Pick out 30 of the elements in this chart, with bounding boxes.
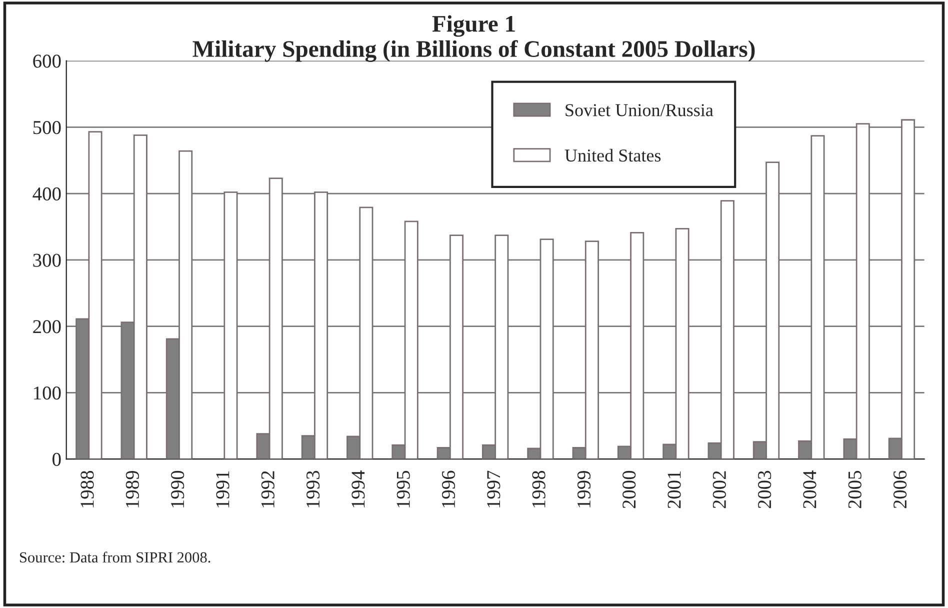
x-tick-label: 1993 xyxy=(306,470,320,508)
y-tick-label: 400 xyxy=(32,187,61,200)
x-tick-label: 1992 xyxy=(261,471,274,508)
x-tick-label: 1989 xyxy=(126,470,139,508)
chart-title: Figure 1 Military Spending (in Billions of Constant 2005 Dollars) xyxy=(192,15,755,62)
x-tick-label: 2004 xyxy=(803,470,816,508)
x-tick-label: 1996 xyxy=(442,470,456,508)
x-tick-label: 1988 xyxy=(80,470,94,508)
y-tick-label: 500 xyxy=(33,120,61,134)
y-tick-label: 300 xyxy=(33,254,61,267)
x-tick-label: 2001 xyxy=(668,471,681,508)
x-tick-label: 1999 xyxy=(577,470,591,508)
legend-label: Soviet Union/Russia xyxy=(566,104,714,116)
x-tick-label: 1994 xyxy=(352,470,365,508)
y-tick-label: 600 xyxy=(33,54,61,68)
x-tick-label: 2000 xyxy=(622,470,636,508)
legend-label: United States xyxy=(564,148,661,162)
x-tick-label: 2002 xyxy=(712,471,726,508)
y-tick-label: 200 xyxy=(33,320,61,334)
x-tick-label: 1997 xyxy=(487,470,500,508)
x-tick-label: 2005 xyxy=(848,470,862,508)
x-tick-label: 1991 xyxy=(216,471,230,508)
y-tick-label: 0 xyxy=(52,452,61,466)
y-tick-label: 100 xyxy=(34,386,61,400)
x-tick-label: 2006 xyxy=(893,470,907,508)
x-tick-label: 1995 xyxy=(396,470,410,508)
x-tick-label: 1998 xyxy=(532,470,546,508)
x-tick-label: 1990 xyxy=(170,470,184,508)
source-note: Source: Data from SIPRI 2008. xyxy=(20,552,210,563)
x-tick-label: 2003 xyxy=(758,470,772,508)
